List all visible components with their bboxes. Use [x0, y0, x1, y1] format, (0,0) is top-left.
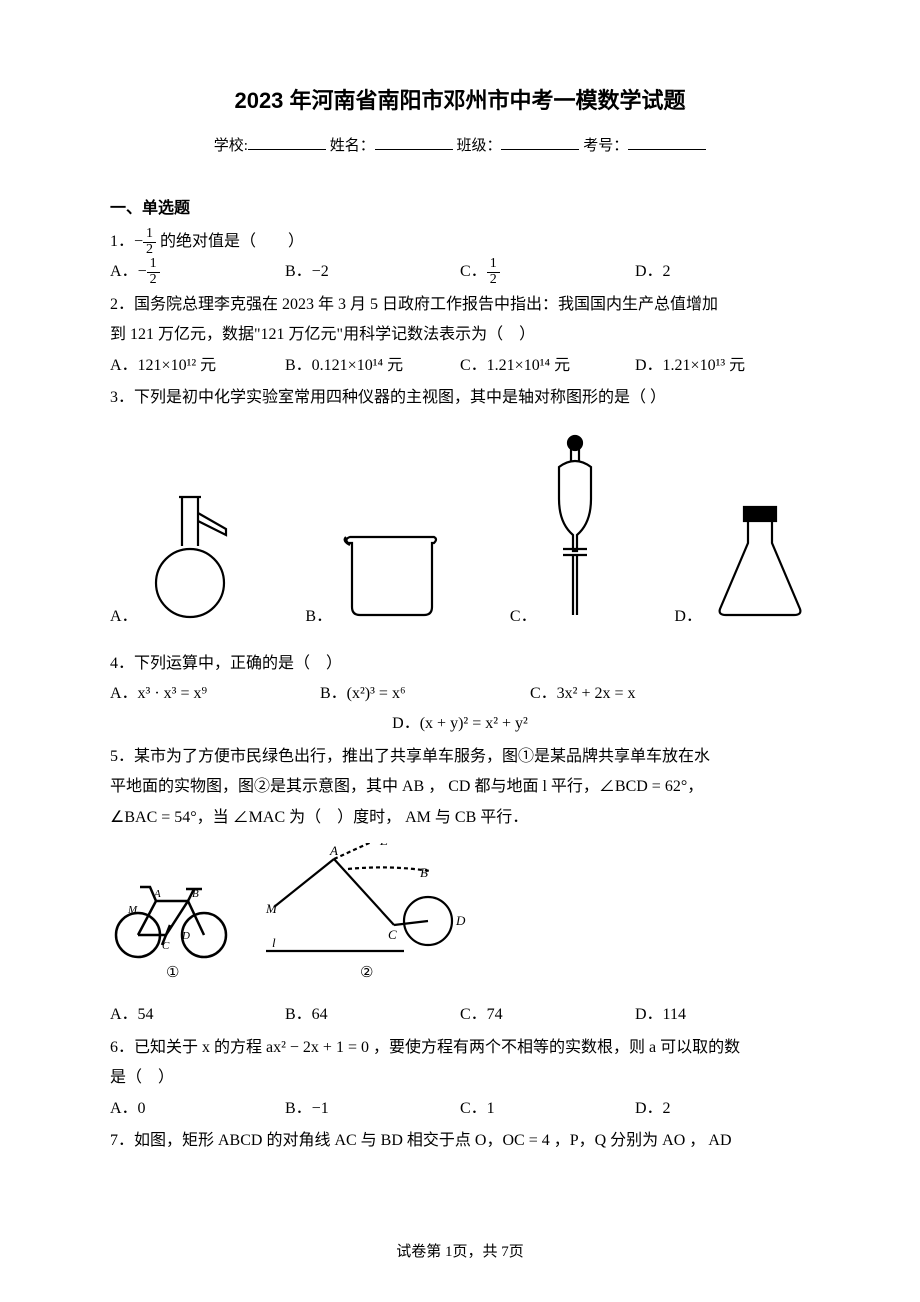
q1-options: A．−12 B．−2 C．12 D．2 — [110, 257, 810, 288]
question-5: 5．某市为了方便市民绿色出行，推出了共享单车服务，图①是某品牌共享单车放在水 平… — [110, 742, 810, 833]
question-6: 6．已知关于 x 的方程 ax² − 2x + 1 = 0 ，要使方程有两个不相… — [110, 1033, 810, 1094]
question-7: 7．如图，矩形 ABCD 的对角线 AC 与 BD 相交于点 O，OC = 4 … — [110, 1126, 810, 1156]
q1-opt-a: A．−12 — [110, 257, 285, 288]
svg-text:E: E — [379, 843, 388, 848]
separating-funnel-icon — [545, 431, 605, 632]
q3-opt-c: C． — [510, 431, 605, 632]
q6-options: A．0 B．−1 C．1 D．2 — [110, 1094, 810, 1124]
q2-opt-c: C．1.21×10¹⁴ 元 — [460, 351, 635, 381]
q6-opt-c: C．1 — [460, 1094, 635, 1124]
q3-opt-b: B． — [305, 531, 440, 632]
svg-text:D: D — [181, 930, 190, 942]
svg-text:B: B — [192, 888, 199, 900]
question-4: 4．下列运算中，正确的是（ ） — [110, 649, 810, 679]
page-title: 2023 年河南省南阳市邓州市中考一模数学试题 — [110, 80, 810, 122]
q6-line1: 6．已知关于 x 的方程 ax² − 2x + 1 = 0 ，要使方程有两个不相… — [110, 1033, 810, 1063]
section-heading-1: 一、单选题 — [110, 194, 810, 224]
blank-examno — [628, 149, 706, 150]
q5-images: M A B C D ① A E B — [110, 843, 810, 994]
label-school: 学校: — [214, 138, 248, 154]
flask-distillation-icon — [146, 491, 236, 632]
svg-text:D: D — [455, 913, 466, 928]
q1-opt-d: D．2 — [635, 257, 810, 288]
q2-line1: 2．国务院总理李克强在 2023 年 3 月 5 日政府工作报告中指出：我国国内… — [110, 290, 810, 320]
q3-opt-d: D． — [674, 501, 810, 632]
svg-text:M: M — [265, 901, 278, 916]
bike-diagram-icon: A E B M C D l ② — [260, 843, 480, 994]
q3-opt-a: A． — [110, 491, 236, 632]
q5-opt-b: B．64 — [285, 1000, 460, 1030]
bike-photo-icon: M A B C D ① — [110, 873, 230, 994]
q6-opt-a: A．0 — [110, 1094, 285, 1124]
q2-opt-a: A．121×10¹² 元 — [110, 351, 285, 381]
q5-line2: 平地面的实物图，图②是其示意图，其中 AB ， CD 都与地面 l 平行，∠BC… — [110, 772, 810, 802]
q4-opt-d: D．(x + y)² = x² + y² — [110, 709, 810, 739]
q4-options: A．x³ · x³ = x⁹ B．(x²)³ = x⁶ C．3x² + 2x =… — [110, 679, 810, 740]
svg-text:A: A — [153, 888, 161, 900]
q2-options: A．121×10¹² 元 B．0.121×10¹⁴ 元 C．1.21×10¹⁴ … — [110, 351, 810, 381]
svg-text:l: l — [272, 935, 276, 950]
blank-name — [375, 149, 453, 150]
q4-opt-b: B．(x²)³ = x⁶ — [320, 679, 530, 709]
erlenmeyer-flask-icon — [710, 501, 810, 632]
q6-opt-b: B．−1 — [285, 1094, 460, 1124]
q6-line2: 是（ ） — [110, 1063, 810, 1093]
label-name: 姓名： — [330, 138, 375, 154]
q5-opt-a: A．54 — [110, 1000, 285, 1030]
svg-text:B: B — [420, 865, 428, 880]
info-line: 学校: 姓名： 班级： 考号： — [110, 132, 810, 161]
q5-opt-c: C．74 — [460, 1000, 635, 1030]
question-2: 2．国务院总理李克强在 2023 年 3 月 5 日政府工作报告中指出：我国国内… — [110, 290, 810, 351]
q1-opt-b: B．−2 — [285, 257, 460, 288]
q1-prefix: 1． — [110, 233, 134, 250]
q1-suffix: 的绝对值是（ ） — [160, 233, 304, 250]
blank-class — [501, 149, 579, 150]
q5-options: A．54 B．64 C．74 D．114 — [110, 1000, 810, 1030]
svg-text:C: C — [388, 927, 397, 942]
svg-text:②: ② — [360, 965, 373, 981]
svg-text:①: ① — [166, 965, 179, 981]
question-1: 1．−12 的绝对值是（ ） — [110, 227, 810, 258]
page: 2023 年河南省南阳市邓州市中考一模数学试题 学校: 姓名： 班级： 考号： … — [0, 0, 920, 1302]
q3-images: A． B． — [110, 431, 810, 632]
q4-opt-a: A．x³ · x³ = x⁹ — [110, 679, 320, 709]
q5-line1: 5．某市为了方便市民绿色出行，推出了共享单车服务，图①是某品牌共享单车放在水 — [110, 742, 810, 772]
svg-text:C: C — [162, 940, 170, 952]
blank-school — [248, 149, 326, 150]
svg-text:A: A — [329, 843, 338, 858]
q2-opt-b: B．0.121×10¹⁴ 元 — [285, 351, 460, 381]
q6-opt-d: D．2 — [635, 1094, 810, 1124]
q2-line2: 到 121 万亿元，数据"121 万亿元"用科学记数法表示为（ ） — [110, 320, 810, 350]
label-class: 班级： — [456, 138, 501, 154]
q5-line3: ∠BAC = 54°，当 ∠MAC 为（ ）度时， AM 与 CB 平行． — [110, 803, 810, 833]
question-3: 3．下列是初中化学实验室常用四种仪器的主视图，其中是轴对称图形的是（ ） — [110, 383, 810, 413]
q4-opt-c: C．3x² + 2x = x — [530, 679, 810, 709]
svg-text:M: M — [127, 904, 138, 916]
q2-opt-d: D．1.21×10¹³ 元 — [635, 351, 810, 381]
q1-opt-c: C．12 — [460, 257, 635, 288]
beaker-icon — [340, 531, 440, 632]
page-footer: 试卷第 1页，共 7页 — [0, 1238, 920, 1267]
label-examno: 考号： — [583, 138, 628, 154]
q1-frac: 12 — [143, 227, 156, 257]
q5-opt-d: D．114 — [635, 1000, 810, 1030]
